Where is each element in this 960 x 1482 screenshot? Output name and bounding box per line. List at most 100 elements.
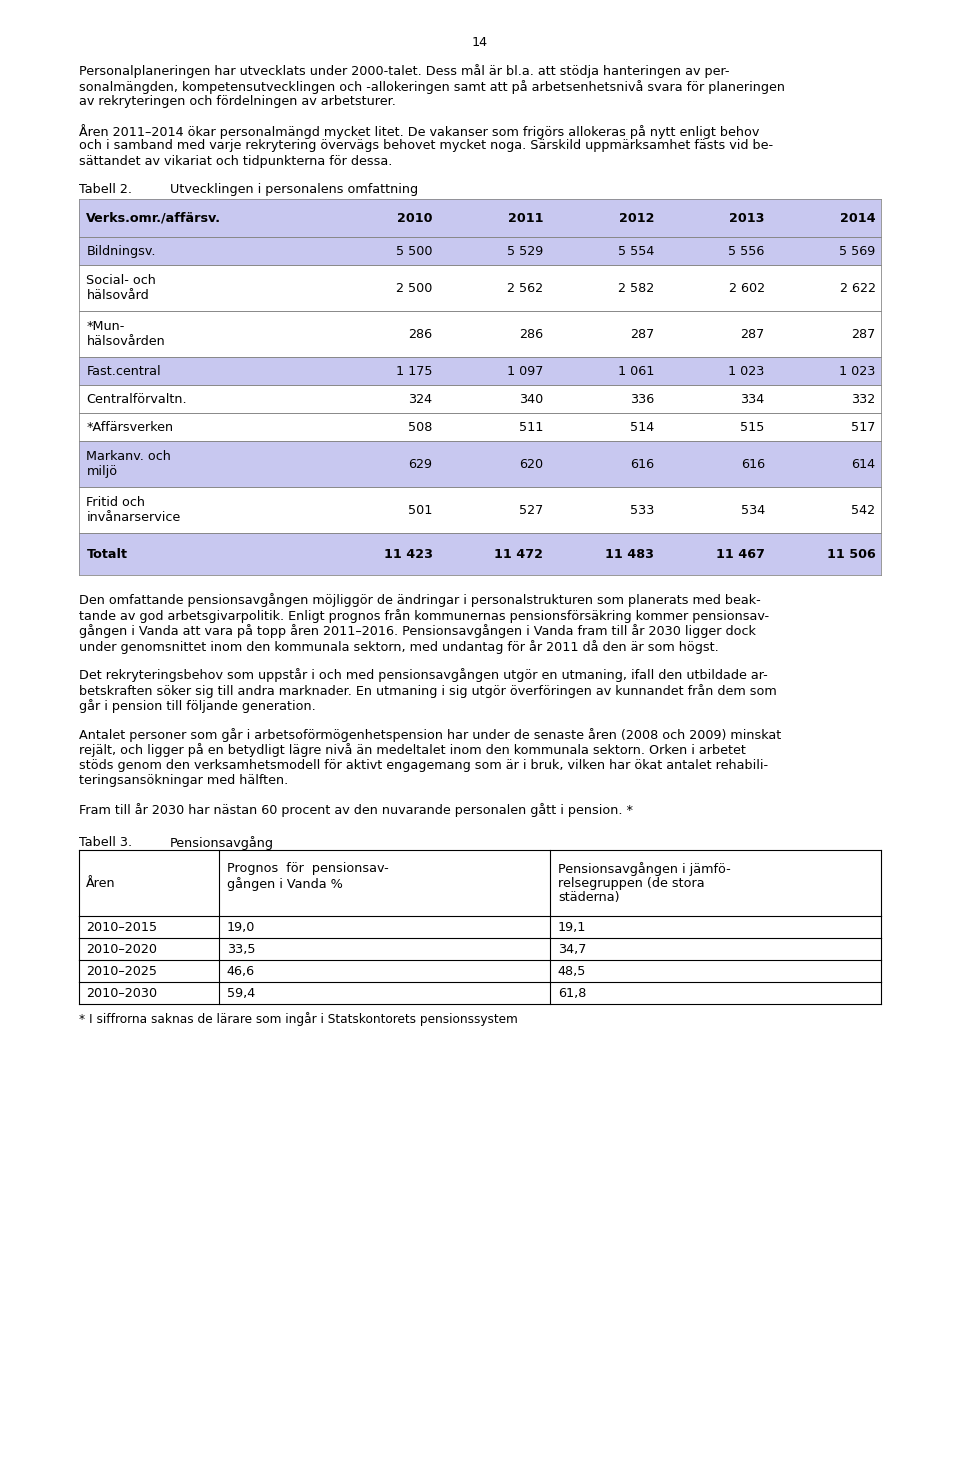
Text: 324: 324 <box>408 393 433 406</box>
Text: 517: 517 <box>852 421 876 434</box>
Text: 2011: 2011 <box>508 212 543 225</box>
Text: *Affärsverken: *Affärsverken <box>86 421 174 434</box>
Text: 19,1: 19,1 <box>558 920 587 934</box>
Text: 1 097: 1 097 <box>507 365 543 378</box>
Text: 14: 14 <box>472 36 488 49</box>
Bar <box>79 916 881 938</box>
Text: 11 472: 11 472 <box>494 548 543 560</box>
Text: 616: 616 <box>630 458 654 471</box>
Bar <box>79 311 881 357</box>
Text: 501: 501 <box>408 504 433 517</box>
Text: 2 582: 2 582 <box>618 282 654 295</box>
Text: Den omfattande pensionsavgången möjliggör de ändringar i personalstrukturen som : Den omfattande pensionsavgången möjliggö… <box>79 593 760 608</box>
Text: 616: 616 <box>741 458 765 471</box>
Text: 5 529: 5 529 <box>507 245 543 258</box>
Text: 48,5: 48,5 <box>558 965 587 978</box>
Text: Antalet personer som går i arbetsoförmögenhetspension har under de senaste åren : Antalet personer som går i arbetsoförmög… <box>79 728 781 742</box>
Text: 340: 340 <box>519 393 543 406</box>
Text: sättandet av vikariat och tidpunkterna för dessa.: sättandet av vikariat och tidpunkterna f… <box>79 154 392 167</box>
Text: och i samband med varje rekrytering övervägs behovet mycket noga. Särskild uppmä: och i samband med varje rekrytering över… <box>79 139 773 153</box>
Text: 515: 515 <box>740 421 765 434</box>
Text: 334: 334 <box>740 393 765 406</box>
Text: 59,4: 59,4 <box>227 987 255 1000</box>
Text: Det rekryteringsbehov som uppstår i och med pensionsavgången utgör en utmaning, : Det rekryteringsbehov som uppstår i och … <box>79 668 767 682</box>
Text: Social- och: Social- och <box>86 274 156 288</box>
Text: av rekryteringen och fördelningen av arbetsturer.: av rekryteringen och fördelningen av arb… <box>79 95 396 108</box>
Text: Bildningsv.: Bildningsv. <box>86 245 156 258</box>
Bar <box>79 488 881 534</box>
Text: 2 562: 2 562 <box>507 282 543 295</box>
Text: under genomsnittet inom den kommunala sektorn, med undantag för år 2011 då den ä: under genomsnittet inom den kommunala se… <box>79 640 718 654</box>
Bar <box>79 534 881 575</box>
Text: Pensionsavgång: Pensionsavgång <box>170 836 274 851</box>
Text: 2010: 2010 <box>397 212 433 225</box>
Text: 332: 332 <box>852 393 876 406</box>
Text: 514: 514 <box>630 421 654 434</box>
Text: Åren 2011–2014 ökar personalmängd mycket litet. De vakanser som frigörs allokera: Åren 2011–2014 ökar personalmängd mycket… <box>79 124 759 139</box>
Text: 287: 287 <box>852 328 876 341</box>
Text: 629: 629 <box>409 458 433 471</box>
Text: 2014: 2014 <box>840 212 876 225</box>
Text: Centralförvaltn.: Centralförvaltn. <box>86 393 187 406</box>
Text: 2010–2020: 2010–2020 <box>86 943 157 956</box>
Text: 33,5: 33,5 <box>227 943 255 956</box>
Text: 534: 534 <box>740 504 765 517</box>
Text: 2013: 2013 <box>730 212 765 225</box>
Text: 61,8: 61,8 <box>558 987 587 1000</box>
Bar <box>79 983 881 1005</box>
Text: relsegruppen (de stora: relsegruppen (de stora <box>558 877 705 889</box>
Bar <box>79 442 881 488</box>
Bar <box>79 851 881 916</box>
Text: * I siffrorna saknas de lärare som ingår i Statskontorets pensionssystem: * I siffrorna saknas de lärare som ingår… <box>79 1012 517 1026</box>
Text: rejält, och ligger på en betydligt lägre nivå än medeltalet inom den kommunala s: rejält, och ligger på en betydligt lägre… <box>79 744 746 757</box>
Text: 2 500: 2 500 <box>396 282 433 295</box>
Text: Fast.central: Fast.central <box>86 365 161 378</box>
Text: 614: 614 <box>852 458 876 471</box>
Bar <box>79 413 881 442</box>
Bar <box>79 385 881 413</box>
Text: 508: 508 <box>408 421 433 434</box>
Bar <box>79 199 881 237</box>
Text: Pensionsavgången i jämfö-: Pensionsavgången i jämfö- <box>558 863 731 876</box>
Text: Personalplaneringen har utvecklats under 2000-talet. Dess mål är bl.a. att stödj: Personalplaneringen har utvecklats under… <box>79 64 730 79</box>
Text: 5 556: 5 556 <box>729 245 765 258</box>
Text: 5 569: 5 569 <box>839 245 876 258</box>
Text: 2012: 2012 <box>618 212 654 225</box>
Text: gången i Vanda %: gången i Vanda % <box>227 877 343 891</box>
Text: 511: 511 <box>519 421 543 434</box>
Text: 11 483: 11 483 <box>605 548 654 560</box>
Text: 11 467: 11 467 <box>716 548 765 560</box>
Bar <box>79 960 881 983</box>
Bar <box>79 357 881 385</box>
Text: 2 622: 2 622 <box>839 282 876 295</box>
Text: tande av god arbetsgivarpolitik. Enligt prognos från kommunernas pensionsförsäkr: tande av god arbetsgivarpolitik. Enligt … <box>79 609 769 622</box>
Text: städerna): städerna) <box>558 891 619 904</box>
Text: 11 423: 11 423 <box>383 548 433 560</box>
Text: hälsovården: hälsovården <box>86 335 165 348</box>
Text: 286: 286 <box>519 328 543 341</box>
Bar <box>79 237 881 265</box>
Text: 1 061: 1 061 <box>617 365 654 378</box>
Text: Tabell 3.: Tabell 3. <box>79 836 132 849</box>
Text: 5 500: 5 500 <box>396 245 433 258</box>
Text: 286: 286 <box>408 328 433 341</box>
Text: 46,6: 46,6 <box>227 965 255 978</box>
Text: 542: 542 <box>852 504 876 517</box>
Text: 2010–2025: 2010–2025 <box>86 965 157 978</box>
Text: 5 554: 5 554 <box>617 245 654 258</box>
Text: 2 602: 2 602 <box>729 282 765 295</box>
Text: 11 506: 11 506 <box>827 548 876 560</box>
Text: 34,7: 34,7 <box>558 943 587 956</box>
Bar <box>79 938 881 960</box>
Text: 336: 336 <box>630 393 654 406</box>
Text: miljö: miljö <box>86 465 117 479</box>
Text: gången i Vanda att vara på topp åren 2011–2016. Pensionsavgången i Vanda fram ti: gången i Vanda att vara på topp åren 201… <box>79 624 756 639</box>
Text: Fram till år 2030 har nästan 60 procent av den nuvarande personalen gått i pensi: Fram till år 2030 har nästan 60 procent … <box>79 803 633 817</box>
Text: 1 023: 1 023 <box>729 365 765 378</box>
Text: Tabell 2.: Tabell 2. <box>79 184 132 196</box>
Text: 287: 287 <box>630 328 654 341</box>
Bar <box>79 265 881 311</box>
Text: Prognos  för  pensionsav-: Prognos för pensionsav- <box>227 863 389 876</box>
Text: sonalmängden, kompetensutvecklingen och -allokeringen samt att på arbetsenhetsni: sonalmängden, kompetensutvecklingen och … <box>79 80 784 93</box>
Text: invånarservice: invånarservice <box>86 511 180 525</box>
